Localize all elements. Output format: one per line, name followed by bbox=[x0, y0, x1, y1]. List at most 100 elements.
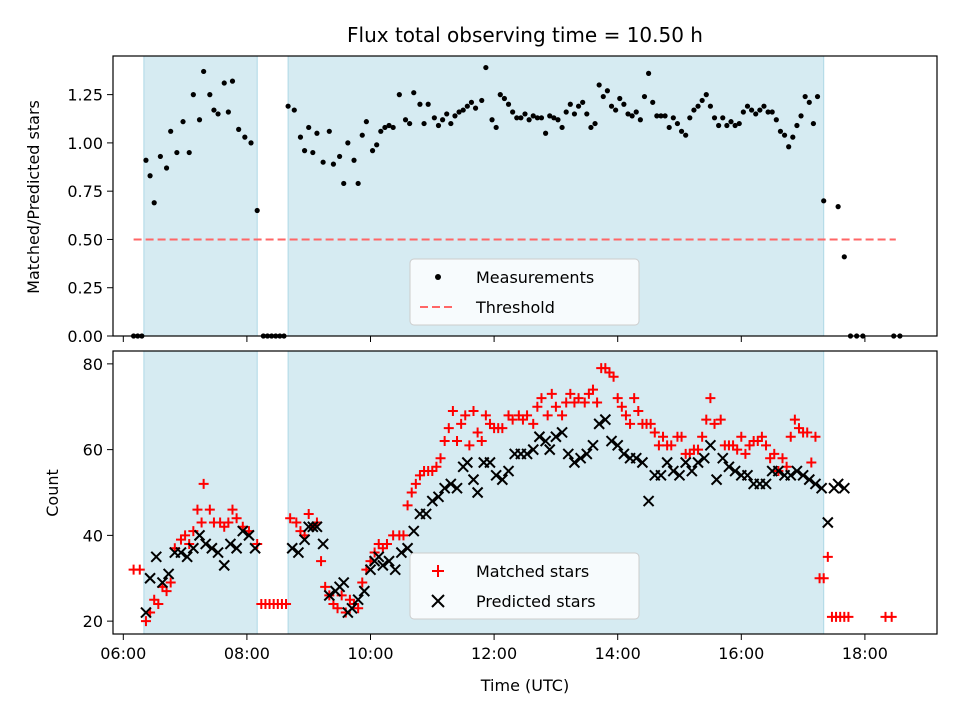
bottom-series-1-point-47 bbox=[438, 482, 451, 494]
bottom-legend: Matched stars Predicted stars bbox=[409, 552, 640, 620]
bottom-series-0-point-120 bbox=[658, 431, 669, 442]
bottom-series-1-point-81 bbox=[642, 495, 655, 507]
top-series-0-point-129 bbox=[716, 122, 722, 129]
top-series-0-point-5 bbox=[151, 200, 157, 206]
bottom-series-0-point-108 bbox=[608, 371, 619, 382]
top-series-0-point-21 bbox=[236, 126, 242, 132]
top-ytick-label-4: 1.00 bbox=[67, 134, 103, 153]
top-series-0-point-78 bbox=[505, 101, 512, 107]
bottom-ytick-label-0: 20 bbox=[83, 612, 103, 631]
top-series-0-point-76 bbox=[497, 92, 503, 98]
bottom-series-0-point-144 bbox=[761, 440, 772, 451]
top-series-0-point-13 bbox=[196, 117, 203, 123]
xtick-label-5: 16:00 bbox=[718, 644, 764, 663]
bottom-series-0-point-38 bbox=[303, 508, 314, 519]
bottom-series-0-point-77 bbox=[468, 406, 479, 417]
bottom-series-0-point-131 bbox=[705, 393, 716, 404]
top-series-0-point-70 bbox=[468, 99, 475, 105]
bottom-series-0-point-132 bbox=[709, 418, 720, 429]
bottom-series-1-point-94 bbox=[723, 461, 735, 473]
top-series-0-point-80 bbox=[514, 115, 520, 121]
bottom-series-0-point-72 bbox=[447, 406, 458, 417]
bottom-series-0-point-122 bbox=[666, 440, 677, 451]
bottom-series-1-point-71 bbox=[581, 448, 593, 460]
bottom-series-0-point-14 bbox=[192, 504, 203, 515]
top-series-0-point-147 bbox=[790, 134, 796, 140]
bottom-series-1-point-93 bbox=[717, 452, 729, 464]
top-series-0-point-118 bbox=[670, 115, 676, 121]
top-series-0-point-18 bbox=[221, 80, 227, 86]
bottom-series-1-point-80 bbox=[636, 456, 649, 469]
top-series-0-point-100 bbox=[596, 82, 602, 88]
bottom-series-1-point-77 bbox=[618, 448, 630, 460]
bottom-series-1-point-65 bbox=[544, 443, 556, 456]
top-series-0-point-11 bbox=[186, 149, 192, 156]
chart-title: Flux total observing time = 10.50 h bbox=[347, 23, 703, 47]
top-series-0-point-23 bbox=[248, 140, 254, 146]
bottom-series-0-point-17 bbox=[204, 504, 215, 515]
top-series-0-point-69 bbox=[464, 103, 470, 109]
top-series-0-point-88 bbox=[547, 113, 553, 119]
top-series-0-point-134 bbox=[736, 120, 742, 127]
bottom-series-1-point-7 bbox=[181, 551, 193, 563]
bottom-series-1-point-76 bbox=[611, 439, 624, 452]
top-series-0-point-150 bbox=[802, 93, 808, 100]
bottom-series-1-point-20 bbox=[292, 546, 305, 559]
bottom-series-1-point-38 bbox=[383, 555, 395, 567]
top-series-0-point-127 bbox=[707, 103, 714, 109]
bottom-series-0-point-100 bbox=[573, 393, 584, 404]
top-series-0-point-75 bbox=[493, 124, 499, 131]
bottom-series-0-point-166 bbox=[886, 611, 897, 622]
top-series-0-point-138 bbox=[753, 111, 759, 117]
bottom-series-0-point-89 bbox=[522, 410, 533, 421]
top-series-0-point-98 bbox=[588, 124, 594, 131]
top-series-0-point-149 bbox=[798, 113, 804, 119]
bottom-series-1-point-34 bbox=[364, 563, 377, 576]
top-series-0-point-111 bbox=[641, 93, 648, 100]
top-series-0-point-115 bbox=[658, 113, 664, 119]
bottom-series-0-point-73 bbox=[452, 436, 463, 447]
bottom-series-1-point-24 bbox=[311, 521, 323, 533]
bottom-series-0-point-112 bbox=[625, 418, 636, 429]
bottom-series-1-point-21 bbox=[298, 533, 311, 546]
bottom-series-0-point-61 bbox=[402, 500, 413, 511]
top-series-0-point-153 bbox=[814, 93, 821, 100]
top-series-0-point-104 bbox=[613, 107, 619, 113]
x-axis-label: Time (UTC) bbox=[480, 676, 569, 695]
bottom-series-1-point-62 bbox=[527, 443, 539, 456]
bottom-series-1-point-89 bbox=[692, 456, 704, 469]
top-legend-box bbox=[409, 258, 640, 326]
bottom-series-1-point-40 bbox=[395, 546, 408, 559]
top-series-0-point-141 bbox=[765, 109, 771, 115]
bottom-series-1-point-73 bbox=[593, 418, 605, 430]
top-series-0-point-77 bbox=[501, 95, 507, 102]
bottom-series-0-point-76 bbox=[464, 440, 475, 451]
bottom-series-1-point-87 bbox=[679, 456, 692, 469]
bottom-series-1-point-17 bbox=[243, 529, 255, 542]
top-series-0-point-133 bbox=[732, 122, 738, 129]
bottom-series-0-point-5 bbox=[153, 598, 164, 609]
bottom-series-0-point-150 bbox=[785, 431, 796, 442]
bottom-series-1-point-106 bbox=[797, 469, 809, 482]
top-series-0-point-86 bbox=[538, 115, 545, 121]
bottom-series-1-point-12 bbox=[212, 546, 224, 559]
top-series-0-point-90 bbox=[555, 117, 561, 123]
bottom-series-1-point-83 bbox=[655, 469, 667, 482]
bottom-series-1-point-45 bbox=[426, 495, 439, 507]
bottom-series-1-point-2 bbox=[150, 551, 162, 563]
bottom-series-1-point-4 bbox=[162, 568, 175, 580]
bottom-series-0-point-109 bbox=[612, 393, 623, 404]
xtick-label-2: 10:00 bbox=[347, 644, 393, 663]
top-series-0-point-63 bbox=[440, 117, 446, 123]
bottom-series-0-point-35 bbox=[291, 517, 302, 528]
top-series-0-point-119 bbox=[674, 120, 681, 127]
bottom-series-0-point-98 bbox=[565, 388, 576, 399]
bottom-series-1-point-79 bbox=[630, 452, 642, 464]
top-series-0-point-94 bbox=[571, 111, 578, 117]
bottom-series-1-point-102 bbox=[772, 465, 785, 477]
top-series-0-point-156 bbox=[841, 254, 847, 260]
bottom-series-0-point-95 bbox=[550, 401, 561, 412]
bottom-series-0-point-113 bbox=[629, 393, 640, 404]
top-series-0-point-124 bbox=[695, 103, 701, 109]
bottom-series-1-point-26 bbox=[323, 589, 336, 602]
